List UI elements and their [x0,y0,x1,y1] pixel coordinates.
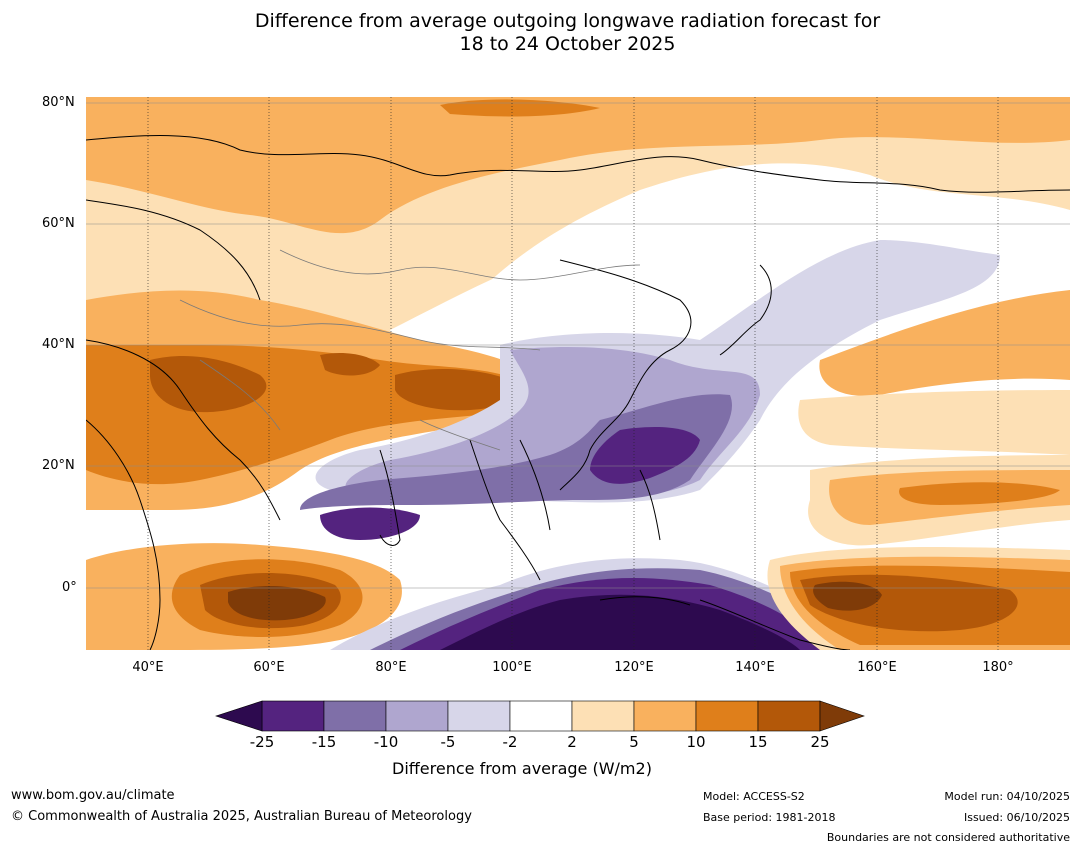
website-link[interactable]: www.bom.gov.au/climate [11,788,175,803]
meridians [147,97,999,650]
colorbar-tick: 5 [629,733,639,751]
colorbar-tick: -10 [373,733,399,751]
zone-north-orange-2 [440,99,600,117]
map-field [86,97,1070,650]
title-line-1: Difference from average outgoing longwav… [254,10,881,32]
boundaries-disclaimer: Boundaries are not considered authoritat… [826,831,1070,844]
chart-title: Difference from average outgoing longwav… [0,10,1081,56]
lat-label-40n: 40°N [42,337,75,352]
zone-eastasia-dark-purple [590,427,700,484]
zone-tibet-brown [395,368,518,411]
zone-north-orange [86,97,1070,234]
lon-label-120e: 120°E [614,660,654,675]
zone-indian-ocean-darkest [228,585,326,621]
colorbar-tick: 2 [567,733,577,751]
zone-mideast-brown [150,355,267,413]
lon-label-140e: 140°E [735,660,775,675]
issued-date: Issued: 06/10/2025 [963,811,1070,824]
colorbar-tick: 10 [686,733,706,751]
colorbar-label: Difference from average (W/m2) [392,759,652,778]
zone-central-asia-white [390,206,1000,360]
colorbar-bin [261,700,325,732]
colorbar-tick: -15 [311,733,337,751]
lon-label-160e: 160°E [857,660,897,675]
colorbar-bin [757,700,821,732]
copyright-text: © Commonwealth of Australia 2025, Austra… [11,809,472,824]
zone-bay-bengal-dark-purple [320,507,420,540]
graticule [86,102,1070,589]
lat-label-60n: 60°N [42,216,75,231]
colorbar-bin [385,700,449,732]
base-period: Base period: 1981-2018 [703,811,836,824]
colorbar-bin [323,700,387,732]
colorbar-bin [447,700,511,732]
borders [179,249,641,451]
lat-label-20n: 20°N [42,458,75,473]
zone-tibet-brown-2 [320,353,380,376]
colorbar-tick: -2 [502,733,518,751]
lon-label-100e: 100°E [492,660,532,675]
colorbar-tick: -25 [249,733,275,751]
lat-label-0: 0° [62,580,77,595]
zone-ne-pacific-orange [819,290,1070,396]
lon-label-180: 180° [982,660,1014,675]
title-line-2: 18 to 24 October 2025 [459,33,676,55]
zone-ne-pacific-light-orange [798,390,1070,455]
colorbar-extend-high [819,700,865,732]
model-name: Model: ACCESS-S2 [703,790,805,803]
zone-south-pacific-darkest [813,581,882,611]
lon-label-40e: 40°E [132,660,164,675]
colorbar-tick: 15 [748,733,768,751]
colorbar-bin [695,700,759,732]
coastlines [86,135,1070,650]
model-run-date: Model run: 04/10/2025 [944,790,1070,803]
colorbar-bin [509,700,573,732]
lat-label-80n: 80°N [42,95,75,110]
colorbar-bin [633,700,697,732]
colorbar-tick: 25 [810,733,830,751]
colorbar-extend-low [215,700,263,732]
colorbar-bin [571,700,635,732]
colorbar-tick: -5 [440,733,456,751]
lon-label-60e: 60°E [253,660,285,675]
zone-maritime-darkest [440,594,800,650]
zone-pacific-dark-orange [899,482,1060,505]
lon-label-80e: 80°E [375,660,407,675]
